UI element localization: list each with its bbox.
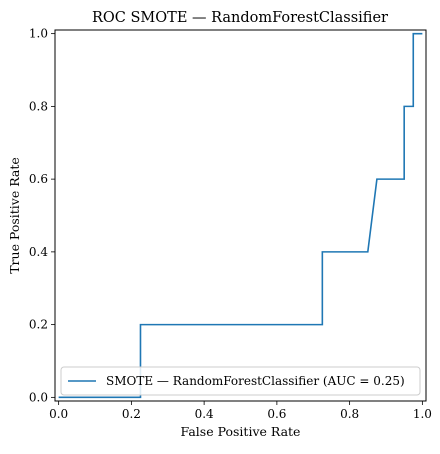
x-tick-label: 0.6 xyxy=(267,407,286,421)
y-tick-label: 0.6 xyxy=(29,172,48,186)
chart-title: ROC SMOTE — RandomForestClassifier xyxy=(92,10,388,26)
y-tick-label: 0.4 xyxy=(29,245,48,259)
x-tick-label: 0.4 xyxy=(195,407,214,421)
roc-curve-line xyxy=(58,32,423,399)
x-tick-label: 1.0 xyxy=(413,407,432,421)
x-axis-label: False Positive Rate xyxy=(181,424,301,439)
y-tick-label: 0.8 xyxy=(29,99,48,113)
x-tick-label: 0.2 xyxy=(122,407,141,421)
x-axis: 0.0 0.2 0.4 0.6 0.8 1.0 xyxy=(49,401,432,421)
y-axis: 0.0 0.2 0.4 0.6 0.8 1.0 xyxy=(29,27,55,404)
plot-area xyxy=(58,32,423,399)
legend-box xyxy=(60,366,421,396)
legend-label: SMOTE — RandomForestClassifier (AUC = 0.… xyxy=(106,374,405,388)
y-axis-label: True Positive Rate xyxy=(7,157,22,274)
x-tick-label: 0.8 xyxy=(340,407,359,421)
legend: SMOTE — RandomForestClassifier (AUC = 0.… xyxy=(60,366,421,396)
y-tick-label: 1.0 xyxy=(29,27,48,41)
x-tick-label: 0.0 xyxy=(49,407,68,421)
plot-frame xyxy=(54,29,427,402)
y-tick-label: 0.0 xyxy=(29,390,48,404)
y-tick-label: 0.2 xyxy=(29,318,48,332)
